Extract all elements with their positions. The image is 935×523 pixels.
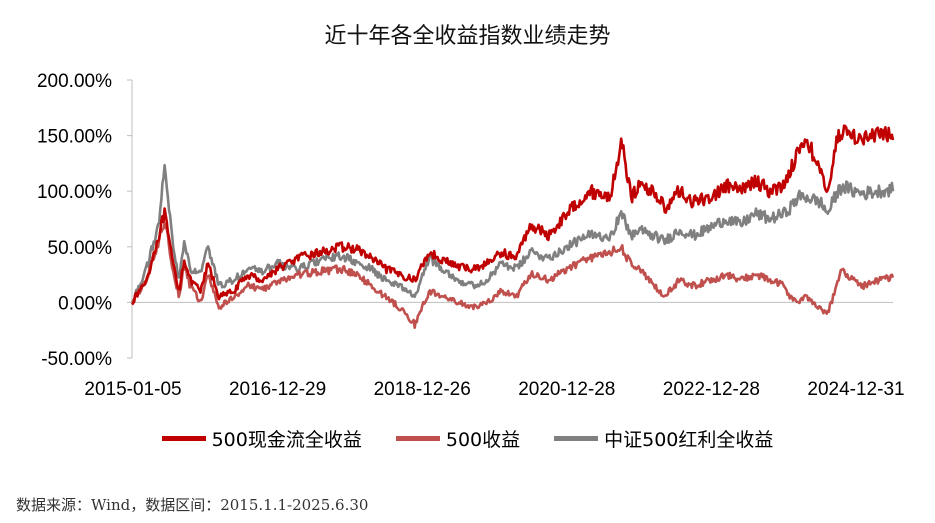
y-tick-label: 50.00%	[48, 238, 113, 259]
legend-swatch	[395, 436, 440, 441]
y-axis: -50.00% 0.00% 50.00% 100.00% 150.00% 200.00%	[37, 71, 133, 370]
x-tick-label: 2018-12-26	[374, 379, 471, 400]
legend-label: 500收益	[445, 429, 521, 451]
legend-item-500: 500收益	[395, 425, 521, 452]
y-tick-label: 100.00%	[37, 182, 112, 203]
series-line	[131, 222, 895, 330]
series-layer	[130, 124, 895, 330]
chart-title: 近十年各全收益指数业绩走势	[324, 24, 611, 49]
legend-item-500-dividend: 中证500红利全收益	[554, 425, 773, 452]
legend-swatch	[161, 436, 206, 441]
legend-label: 500现金流全收益	[211, 429, 362, 451]
legend-swatch	[554, 436, 599, 441]
y-tick-label: 150.00%	[37, 127, 112, 148]
legend-item-500-cashflow: 500现金流全收益	[161, 425, 362, 452]
legend-label: 中证500红利全收益	[604, 429, 774, 451]
y-tick-label: -50.00%	[41, 349, 112, 370]
y-tick-label: 0.00%	[58, 293, 112, 314]
x-tick-label: 2016-12-29	[229, 379, 326, 400]
x-tick-label: 2024-12-31	[807, 379, 904, 400]
chart-legend: 500现金流全收益 500收益 中证500红利全收益	[0, 425, 935, 452]
data-source-note: 数据来源：Wind，数据区间：2015.1.1-2025.6.30	[16, 496, 369, 514]
series-line	[130, 163, 895, 304]
x-axis: 2015-01-05 2016-12-29 2018-12-26 2020-12-28…	[84, 301, 905, 400]
y-tick-label: 200.00%	[37, 71, 112, 92]
x-tick-label: 2015-01-05	[84, 379, 181, 400]
x-tick-label: 2022-12-28	[663, 379, 760, 400]
x-tick-label: 2020-12-28	[518, 379, 615, 400]
series-line	[130, 124, 895, 306]
